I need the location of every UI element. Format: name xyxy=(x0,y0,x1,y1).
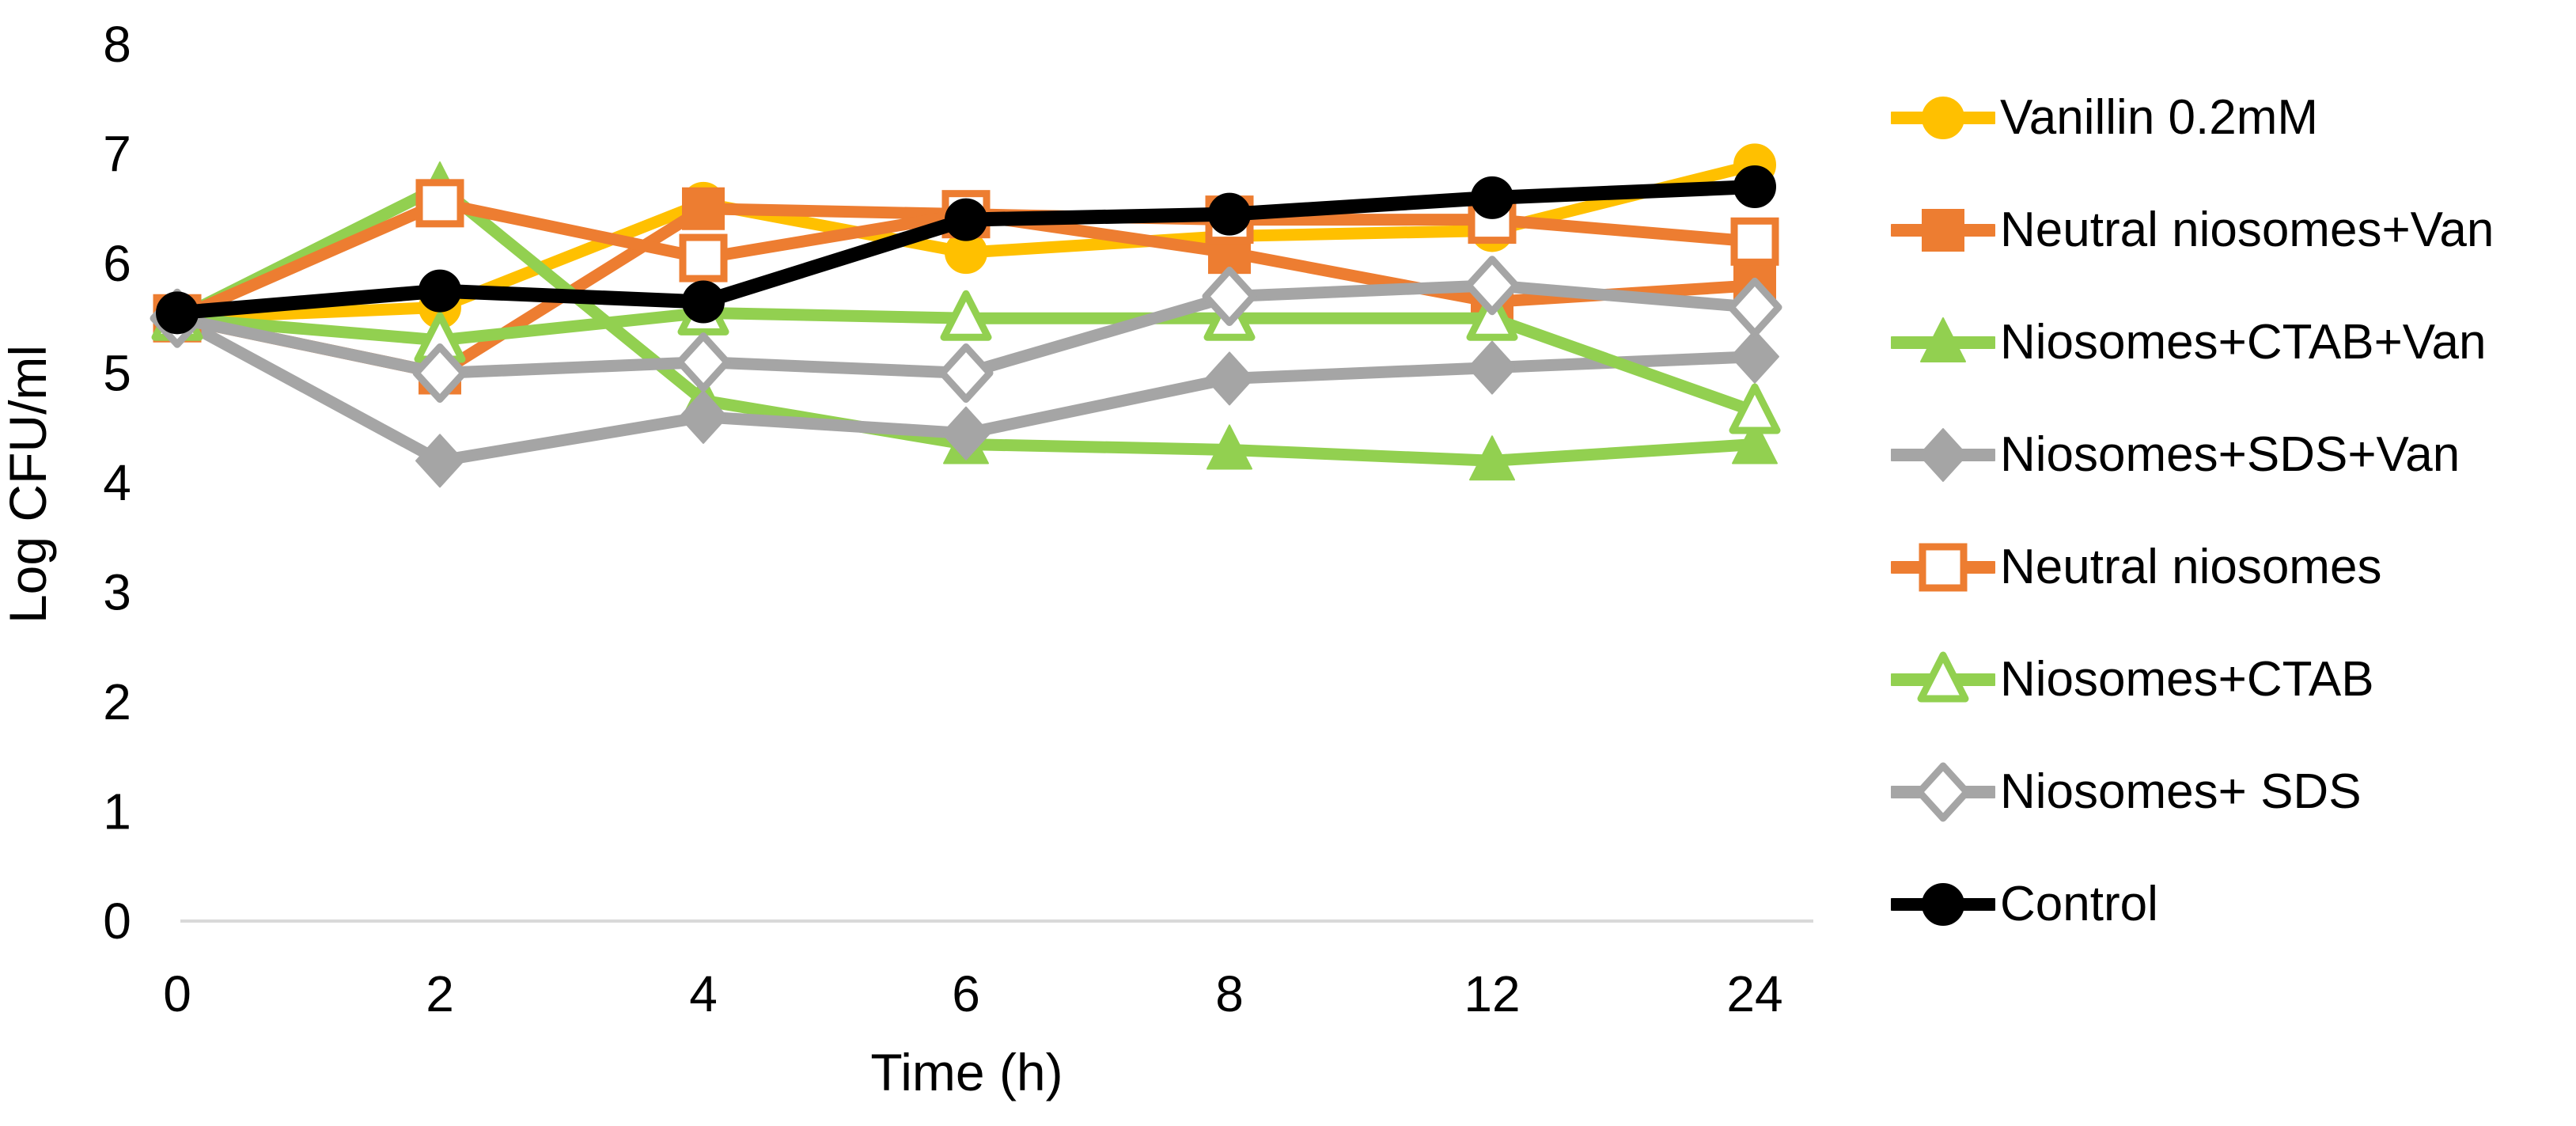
y-tick-label-0: 0 xyxy=(103,893,131,950)
y-axis-tick-labels: 0 1 2 3 4 5 6 7 8 xyxy=(103,16,131,950)
x-tick-label-2: 2 xyxy=(426,965,454,1022)
series-control xyxy=(156,165,1776,335)
circle-marker xyxy=(945,198,987,241)
legend-label: Neutral niosomes xyxy=(2000,540,2382,594)
triangle-marker xyxy=(1207,424,1252,470)
legend-label: Neutral niosomes+Van xyxy=(2000,203,2495,257)
x-tick-label-8: 8 xyxy=(1215,965,1244,1022)
diamond-marker xyxy=(941,406,991,461)
square-marker xyxy=(682,187,725,230)
diamond-legend-marker-icon xyxy=(1891,428,1995,482)
circle-legend-marker-icon xyxy=(1891,883,1995,926)
diamond-marker xyxy=(1919,428,1968,482)
square-marker xyxy=(415,179,464,228)
diamond-marker xyxy=(1464,256,1520,316)
triangle-marker xyxy=(1732,419,1778,464)
diamond-legend-marker-icon xyxy=(1891,762,1995,822)
y-tick-label-6: 6 xyxy=(103,235,131,292)
y-axis-title: Log CFU/ml xyxy=(0,345,57,624)
x-tick-label-12: 12 xyxy=(1464,965,1520,1022)
legend-item-neutral-niosomes: Neutral niosomes xyxy=(1891,511,2494,624)
legend-label: Vanillin 0.2mM xyxy=(2000,90,2319,145)
plot-series-layer xyxy=(150,143,1782,488)
triangle-marker xyxy=(940,290,992,341)
legend-label: Niosomes+SDS+Van xyxy=(2000,427,2460,482)
y-tick-label-7: 7 xyxy=(103,126,131,183)
diamond-marker xyxy=(1468,340,1517,395)
circle-marker xyxy=(419,269,461,313)
circle-marker xyxy=(1922,883,1964,926)
legend-item-niosomes-sds: Niosomes+ SDS xyxy=(1891,736,2494,848)
square-marker xyxy=(1922,209,1964,252)
triangle-marker xyxy=(1469,435,1515,481)
diamond-marker xyxy=(1730,329,1779,384)
diamond-marker xyxy=(1205,351,1254,406)
square-marker xyxy=(679,233,728,282)
diamond-marker xyxy=(412,343,468,403)
square-marker xyxy=(1730,217,1779,266)
triangle-legend-marker-icon xyxy=(1891,317,1995,362)
diamond-marker xyxy=(938,343,994,403)
y-tick-label-2: 2 xyxy=(103,673,131,730)
y-tick-label-4: 4 xyxy=(103,454,131,511)
circle-marker xyxy=(156,291,199,335)
legend-item-vanillin-0-2mm: Vanillin 0.2mM xyxy=(1891,62,2494,174)
triangle-marker xyxy=(1729,383,1781,434)
x-tick-label-24: 24 xyxy=(1726,965,1782,1022)
legend-item-niosomes-ctab-van: Niosomes+CTAB+Van xyxy=(1891,286,2494,399)
x-axis-tick-labels: 0 2 4 6 8 12 24 xyxy=(163,965,1782,1022)
y-tick-label-5: 5 xyxy=(103,345,131,402)
triangle-marker xyxy=(1920,317,1966,362)
circle-marker xyxy=(1922,97,1964,139)
y-tick-label-1: 1 xyxy=(103,783,131,840)
series-niosomes-sds xyxy=(150,256,1782,403)
legend-item-neutral-niosomes-van: Neutral niosomes+Van xyxy=(1891,174,2494,286)
circle-marker xyxy=(1471,176,1513,219)
diamond-marker xyxy=(679,389,728,444)
y-tick-label-8: 8 xyxy=(103,16,131,73)
diamond-marker xyxy=(1727,277,1782,337)
legend-item-niosomes-sds-van: Niosomes+SDS+Van xyxy=(1891,399,2494,511)
legend-item-control: Control xyxy=(1891,848,2494,961)
chart-legend: Vanillin 0.2mM Neutral niosomes+Van Niosom… xyxy=(1891,62,2494,961)
circle-marker xyxy=(1208,192,1251,236)
diamond-marker xyxy=(1915,762,1971,822)
legend-label: Niosomes+ SDS xyxy=(2000,764,2362,819)
x-tick-label-6: 6 xyxy=(952,965,980,1022)
x-axis-title: Time (h) xyxy=(870,1043,1063,1101)
triangle-marker xyxy=(1466,290,1518,341)
legend-label: Niosomes+CTAB xyxy=(2000,652,2374,707)
square-legend-marker-icon xyxy=(1891,209,1995,252)
square-legend-marker-icon xyxy=(1891,543,1995,592)
legend-label: Niosomes+CTAB+Van xyxy=(2000,315,2487,370)
y-tick-label-3: 3 xyxy=(103,564,131,621)
circle-legend-marker-icon xyxy=(1891,97,1995,139)
diamond-marker xyxy=(1202,267,1257,327)
legend-item-niosomes-ctab: Niosomes+CTAB xyxy=(1891,624,2494,736)
diamond-marker xyxy=(415,434,464,488)
square-marker xyxy=(1919,543,1968,592)
diamond-marker xyxy=(676,332,731,392)
legend-label: Control xyxy=(2000,877,2158,931)
circle-marker xyxy=(1733,165,1776,209)
circle-marker xyxy=(682,280,725,324)
triangle-marker xyxy=(1917,651,1969,703)
x-tick-label-4: 4 xyxy=(689,965,718,1022)
x-tick-label-0: 0 xyxy=(163,965,191,1022)
triangle-legend-marker-icon xyxy=(1891,651,1995,703)
